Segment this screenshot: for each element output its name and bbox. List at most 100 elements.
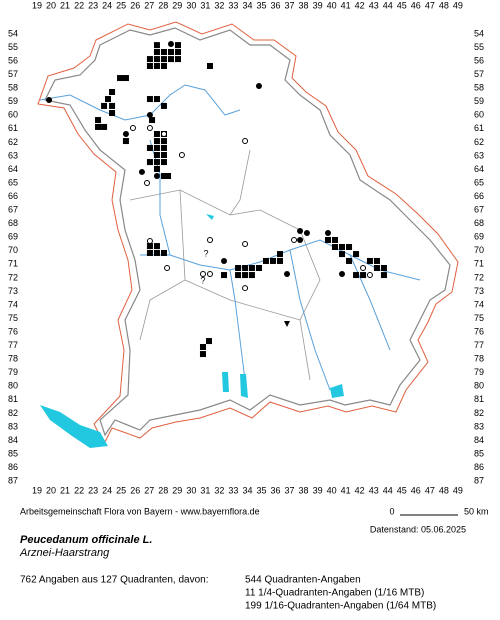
column-label: 39 bbox=[313, 485, 323, 495]
occurrence-square bbox=[160, 62, 167, 69]
occurrence-square bbox=[109, 102, 116, 109]
occurrence-square bbox=[146, 249, 153, 256]
column-label: 29 bbox=[172, 0, 182, 10]
occurrence-square bbox=[167, 49, 174, 56]
occurrence-square bbox=[153, 243, 160, 250]
column-label: 41 bbox=[341, 485, 351, 495]
row-label: 64 bbox=[474, 164, 484, 174]
occurrence-square bbox=[160, 56, 167, 63]
column-label: 37 bbox=[285, 0, 295, 10]
occurrence-dot bbox=[138, 168, 145, 175]
row-label: 60 bbox=[474, 110, 484, 120]
occurrence-circle bbox=[242, 138, 249, 145]
occurrence-square bbox=[153, 96, 160, 103]
row-label: 83 bbox=[474, 421, 484, 431]
column-label: 28 bbox=[158, 485, 168, 495]
occurrence-square bbox=[248, 265, 255, 272]
occurrence-circle bbox=[129, 125, 136, 132]
row-label: 77 bbox=[474, 340, 484, 350]
occurrence-square bbox=[153, 144, 160, 151]
column-label: 31 bbox=[200, 0, 210, 10]
row-label: 73 bbox=[8, 286, 18, 296]
occurrence-square bbox=[353, 272, 360, 279]
column-label: 46 bbox=[411, 485, 421, 495]
column-label: 32 bbox=[214, 0, 224, 10]
row-label: 76 bbox=[8, 326, 18, 336]
uncertain-marker: ? bbox=[200, 275, 205, 285]
occurrence-square bbox=[331, 244, 338, 251]
column-label: 20 bbox=[46, 485, 56, 495]
row-label: 58 bbox=[474, 83, 484, 93]
row-label: 66 bbox=[474, 191, 484, 201]
occurrence-circle bbox=[146, 125, 153, 132]
row-label: 80 bbox=[8, 381, 18, 391]
occurrence-circle bbox=[206, 236, 213, 243]
row-label: 86 bbox=[8, 462, 18, 472]
row-label: 68 bbox=[474, 218, 484, 228]
outer-border bbox=[37, 21, 459, 446]
column-label: 26 bbox=[130, 485, 140, 495]
occurrence-circle bbox=[160, 130, 167, 137]
occurrence-dot bbox=[297, 236, 304, 243]
column-label: 44 bbox=[383, 485, 393, 495]
row-label: 74 bbox=[474, 299, 484, 309]
column-label: 22 bbox=[74, 485, 84, 495]
occurrence-circle bbox=[199, 270, 206, 277]
column-label: 39 bbox=[313, 0, 323, 10]
occurrence-square bbox=[175, 49, 182, 56]
column-label: 25 bbox=[116, 485, 126, 495]
occurrence-square bbox=[160, 49, 167, 56]
row-label: 67 bbox=[8, 205, 18, 215]
row-label: 71 bbox=[8, 259, 18, 269]
occurrence-square bbox=[146, 56, 153, 63]
occurrence-triangle bbox=[284, 320, 291, 327]
occurrence-dot bbox=[303, 230, 310, 237]
row-label: 56 bbox=[8, 55, 18, 65]
occurrence-square bbox=[146, 243, 153, 250]
occurrence-square bbox=[324, 236, 331, 243]
column-label: 46 bbox=[411, 0, 421, 10]
column-label: 49 bbox=[453, 485, 463, 495]
occurrence-square bbox=[95, 123, 102, 130]
occurrence-square bbox=[346, 244, 353, 251]
row-label: 62 bbox=[474, 137, 484, 147]
column-label: 45 bbox=[397, 0, 407, 10]
row-label: 73 bbox=[474, 286, 484, 296]
row-label: 65 bbox=[474, 177, 484, 187]
row-label: 71 bbox=[474, 259, 484, 269]
occurrence-square bbox=[167, 56, 174, 63]
column-label: 22 bbox=[74, 0, 84, 10]
row-label: 58 bbox=[8, 83, 18, 93]
occurrence-square bbox=[175, 56, 182, 63]
row-label: 84 bbox=[474, 435, 484, 445]
column-label: 37 bbox=[285, 485, 295, 495]
occurrence-square bbox=[109, 109, 116, 116]
scale-start: 0 bbox=[389, 506, 394, 516]
occurrence-circle bbox=[143, 180, 150, 187]
occurrence-dot bbox=[339, 270, 346, 277]
column-label: 19 bbox=[32, 485, 42, 495]
occurrence-square bbox=[339, 251, 346, 258]
occurrence-square bbox=[153, 159, 160, 166]
occurrence-square bbox=[366, 257, 373, 264]
occurrence-square bbox=[146, 159, 153, 166]
occurrence-square bbox=[373, 265, 380, 272]
occurrence-square bbox=[160, 152, 167, 159]
column-label: 40 bbox=[327, 0, 337, 10]
occurrence-square bbox=[95, 117, 102, 124]
row-label: 75 bbox=[8, 313, 18, 323]
occurrence-square bbox=[160, 138, 167, 145]
column-label: 48 bbox=[439, 485, 449, 495]
column-label: 44 bbox=[383, 0, 393, 10]
column-label: 49 bbox=[453, 0, 463, 10]
row-label: 56 bbox=[474, 55, 484, 65]
occurrence-square bbox=[380, 272, 387, 279]
column-label: 43 bbox=[369, 0, 379, 10]
row-label: 54 bbox=[474, 28, 484, 38]
occurrence-square bbox=[146, 144, 153, 151]
occurrence-dot bbox=[221, 257, 228, 264]
occurrence-square bbox=[149, 117, 156, 124]
column-label: 34 bbox=[242, 485, 252, 495]
